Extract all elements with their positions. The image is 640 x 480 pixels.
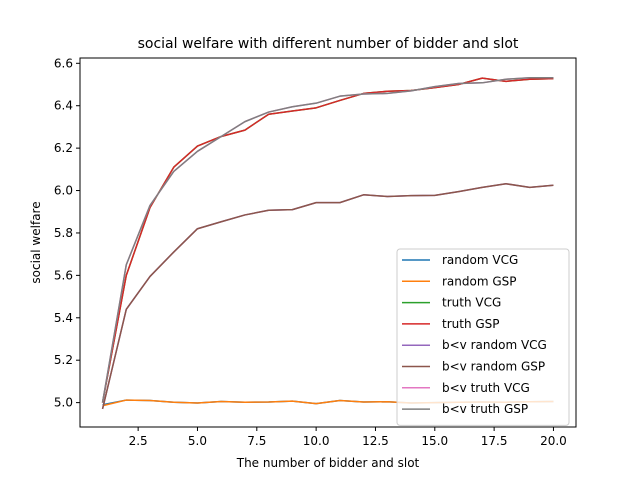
x-tick-label: 10.0 xyxy=(303,434,330,448)
x-tick-label: 15.0 xyxy=(421,434,448,448)
legend-label-4: b<v random VCG xyxy=(442,338,547,352)
axes-frame xyxy=(79,57,577,428)
y-axis: 5.0 5.2 5.4 5.6 5.8 6.0 6.2 6.4 6.6 xyxy=(54,56,80,410)
x-tick-label: 17.5 xyxy=(481,434,508,448)
chart-title: social welfare with different number of … xyxy=(138,36,519,52)
y-tick-label: 5.8 xyxy=(54,226,73,240)
legend: random VCG random GSP truth VCG truth GSP b<… xyxy=(396,248,570,426)
legend-label-0: random VCG xyxy=(442,253,518,267)
x-tick-label: 2.5 xyxy=(129,434,148,448)
legend-label-2: truth VCG xyxy=(442,296,501,310)
legend-box xyxy=(396,248,570,426)
legend-label-6: b<v truth VCG xyxy=(442,381,530,395)
series-line-3 xyxy=(101,77,554,403)
y-tick-label: 5.4 xyxy=(54,311,73,325)
y-tick-label: 5.0 xyxy=(54,396,73,410)
y-tick-label: 6.4 xyxy=(54,99,73,113)
x-tick-label: 7.5 xyxy=(247,434,266,448)
y-axis-label: social welfare xyxy=(29,201,43,283)
y-tick-label: 6.6 xyxy=(54,56,73,70)
y-tick-label: 5.2 xyxy=(54,353,73,367)
x-tick-label: 5.0 xyxy=(188,434,207,448)
x-axis-label: The number of bidder and slot xyxy=(236,456,420,470)
x-axis: 2.5 5.0 7.5 10.0 12.5 15.0 17.5 20.0 xyxy=(129,427,567,448)
y-tick-label: 5.6 xyxy=(54,268,73,282)
legend-label-5: b<v random GSP xyxy=(442,360,545,374)
x-tick-label: 20.0 xyxy=(540,434,567,448)
legend-label-3: truth GSP xyxy=(442,317,500,331)
legend-label-7: b<v truth GSP xyxy=(442,402,528,416)
legend-label-1: random GSP xyxy=(442,274,517,288)
y-tick-label: 6.2 xyxy=(54,141,73,155)
series-line-5 xyxy=(101,183,554,410)
x-tick-label: 12.5 xyxy=(362,434,389,448)
y-tick-label: 6.0 xyxy=(54,184,73,198)
series-line-7 xyxy=(101,76,554,403)
plot-area xyxy=(101,76,554,410)
